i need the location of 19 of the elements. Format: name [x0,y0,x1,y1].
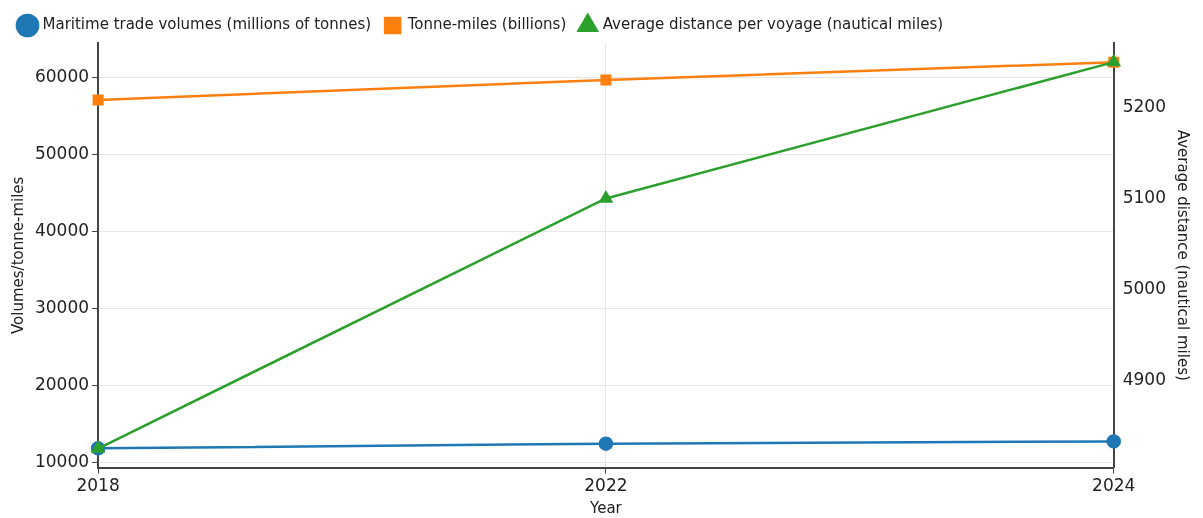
y2-tick-label: 5200 [1122,95,1166,116]
y2-axis-title: Average distance (nautical miles) [1174,129,1193,381]
legend-label: Maritime trade volumes (millions of tonnes) [42,15,372,34]
y-axis-title: Volumes/tonne-miles [8,176,27,334]
y2-tick-label: 5000 [1122,277,1166,298]
legend-label: Average distance per voyage (nautical miles) [602,15,944,34]
y-tick-label: 60000 [34,66,90,87]
y2-tick-label: 5100 [1122,186,1166,207]
y-tick-label: 10000 [34,451,90,472]
y-tick-label: 40000 [34,220,90,241]
x-axis-title: Year [589,498,623,517]
x-tick-label: 2024 [1092,475,1136,496]
legend-label: Tonne-miles (billions) [406,15,567,34]
y2-tick-label: 4900 [1122,368,1166,389]
x-tick-label: 2022 [584,475,628,496]
y-tick-label: 50000 [34,143,90,164]
x-tick-label: 2018 [76,475,120,496]
y-tick-label: 20000 [34,374,90,395]
y-tick-label: 30000 [34,297,90,318]
